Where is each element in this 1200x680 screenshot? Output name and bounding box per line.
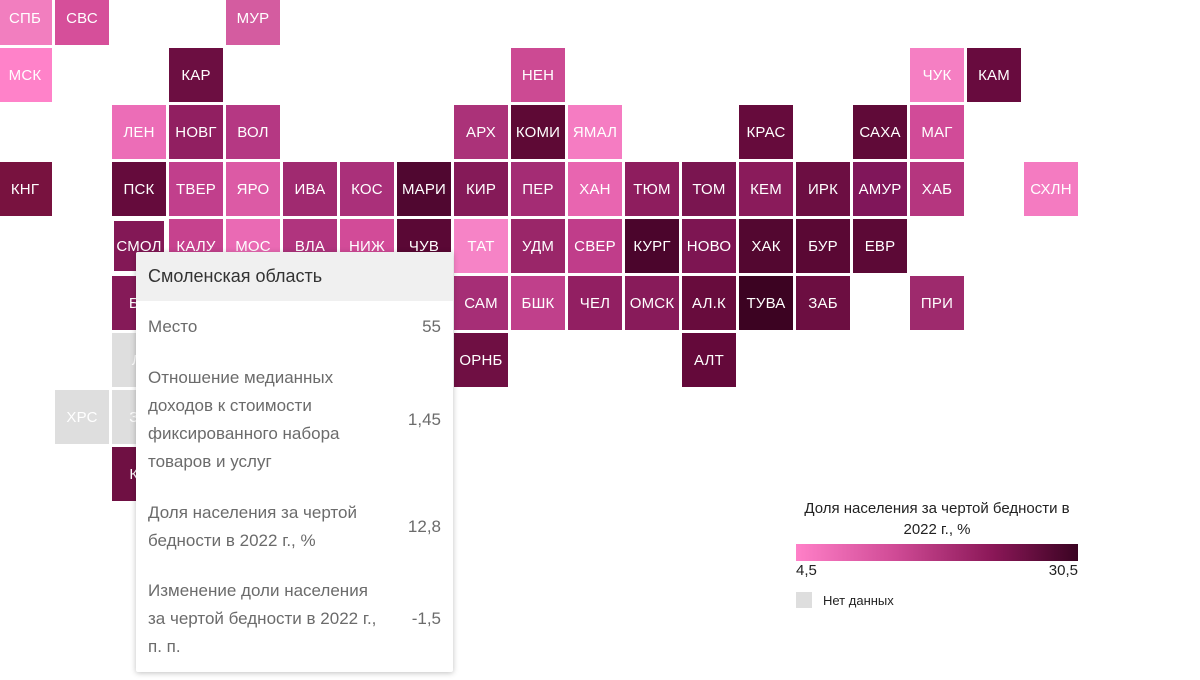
region-tile[interactable]: САМ xyxy=(454,276,508,330)
region-tile[interactable]: ТОМ xyxy=(682,162,736,216)
region-tile[interactable]: МСК xyxy=(0,48,52,102)
tooltip-label: Доля населения за чертой бедности в 2022… xyxy=(148,503,357,550)
tooltip-row-poverty-share: Доля населения за чертой бедности в 2022… xyxy=(148,499,441,555)
region-tile[interactable]: МУР xyxy=(226,0,280,45)
region-tile[interactable]: КИР xyxy=(454,162,508,216)
legend-title: Доля населения за чертой бедности в 2022… xyxy=(804,500,1070,538)
region-tile[interactable]: НОВО xyxy=(682,219,736,273)
region-tile[interactable]: КНГ xyxy=(0,162,52,216)
tooltip-value: -1,5 xyxy=(411,609,441,628)
legend-no-data: Нет данных xyxy=(796,592,1078,608)
legend-max: 30,5 xyxy=(1048,562,1078,579)
tooltip-value: 12,8 xyxy=(407,517,441,536)
region-tile[interactable]: ПЕР xyxy=(511,162,565,216)
region-tile[interactable]: МАРИ xyxy=(397,162,451,216)
region-tile[interactable]: ЧЕЛ xyxy=(568,276,622,330)
region-tile[interactable]: ЕВР xyxy=(853,219,907,273)
region-tile[interactable]: ТАТ xyxy=(454,219,508,273)
region-tile[interactable]: ХАБ xyxy=(910,162,964,216)
tooltip-label: Отношение медианных доходов к стоимости … xyxy=(148,368,340,471)
region-tile[interactable]: АРХ xyxy=(454,105,508,159)
color-legend: Доля населения за чертой бедности в 2022… xyxy=(796,498,1078,608)
no-data-swatch xyxy=(796,592,812,608)
region-tile[interactable]: ЗАБ xyxy=(796,276,850,330)
region-tile[interactable]: ЯМАЛ xyxy=(568,105,622,159)
region-tile[interactable]: САХА xyxy=(853,105,907,159)
region-tile[interactable]: КОС xyxy=(340,162,394,216)
legend-gradient-bar xyxy=(796,544,1078,561)
region-tile[interactable]: СХЛН xyxy=(1024,162,1078,216)
region-tile[interactable]: ХАН xyxy=(568,162,622,216)
region-tile[interactable]: БУР xyxy=(796,219,850,273)
region-tile[interactable]: ХАК xyxy=(739,219,793,273)
region-tile[interactable]: ТЮМ xyxy=(625,162,679,216)
region-tile[interactable]: ТВЕР xyxy=(169,162,223,216)
region-tile[interactable]: КАР xyxy=(169,48,223,102)
tooltip-value: 1,45 xyxy=(407,410,441,429)
tooltip-label: Место xyxy=(148,317,198,336)
region-tile[interactable]: СВЕР xyxy=(568,219,622,273)
region-tile[interactable]: ИВА xyxy=(283,162,337,216)
region-tile[interactable]: ИРК xyxy=(796,162,850,216)
region-tile[interactable]: НОВГ xyxy=(169,105,223,159)
region-tile[interactable]: ОРНБ xyxy=(454,333,508,387)
region-tile[interactable]: ВОЛ xyxy=(226,105,280,159)
region-tile[interactable]: ПСК xyxy=(112,162,166,216)
region-tile[interactable]: ЛЕН xyxy=(112,105,166,159)
region-tile[interactable]: КУРГ xyxy=(625,219,679,273)
region-tile[interactable]: СВС xyxy=(55,0,109,45)
legend-min: 4,5 xyxy=(796,562,817,579)
region-tile[interactable]: АЛ.К xyxy=(682,276,736,330)
tooltip-value: 55 xyxy=(422,317,441,336)
region-tile[interactable]: КАМ xyxy=(967,48,1021,102)
region-tile[interactable]: АМУР xyxy=(853,162,907,216)
region-tile[interactable]: СПБ xyxy=(0,0,52,45)
region-tile[interactable]: ЯРО xyxy=(226,162,280,216)
region-tile[interactable]: ХРС xyxy=(55,390,109,444)
tooltip-label: Изменение доли населения за чертой бедно… xyxy=(148,581,377,656)
region-tile[interactable]: ПРИ xyxy=(910,276,964,330)
legend-ticks: 4,5 30,5 xyxy=(796,562,1078,579)
region-tile[interactable]: БШК xyxy=(511,276,565,330)
region-tile[interactable]: ТУВА xyxy=(739,276,793,330)
region-tile[interactable]: УДМ xyxy=(511,219,565,273)
region-tile[interactable]: ОМСК xyxy=(625,276,679,330)
region-tile[interactable]: МАГ xyxy=(910,105,964,159)
region-tile[interactable]: КЕМ xyxy=(739,162,793,216)
no-data-label: Нет данных xyxy=(823,592,894,608)
tooltip-row-poverty-change: Изменение доли населения за чертой бедно… xyxy=(148,577,441,661)
region-tile[interactable]: КОМИ xyxy=(511,105,565,159)
region-tile[interactable]: ЧУК xyxy=(910,48,964,102)
tooltip-row-rank: Место 55 xyxy=(148,313,441,341)
tooltip-row-income-ratio: Отношение медианных доходов к стоимости … xyxy=(148,364,441,476)
region-tile[interactable]: КРАС xyxy=(739,105,793,159)
region-tile[interactable]: НЕН xyxy=(511,48,565,102)
tooltip-title: Смоленская область xyxy=(136,252,453,301)
region-tile[interactable]: АЛТ xyxy=(682,333,736,387)
region-tooltip: Смоленская область Место 55 Отношение ме… xyxy=(136,252,453,672)
